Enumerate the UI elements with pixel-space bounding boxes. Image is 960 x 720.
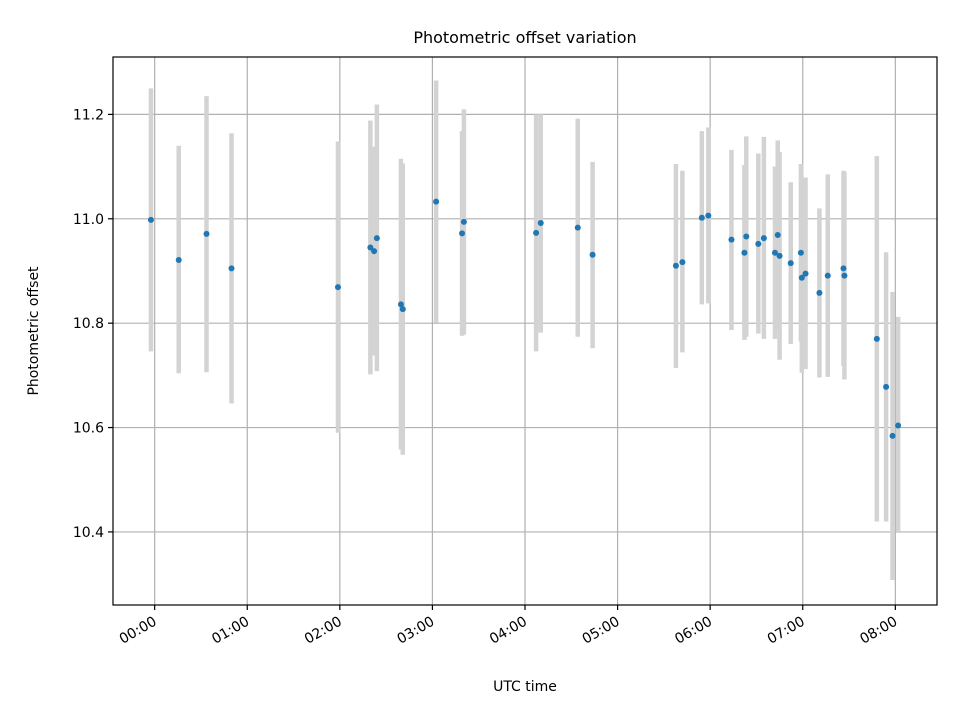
data-point	[802, 270, 809, 277]
data-point	[787, 260, 794, 267]
data-point	[798, 274, 805, 281]
data-point	[889, 432, 896, 439]
chart-title: Photometric offset variation	[413, 28, 636, 47]
data-point	[203, 230, 210, 237]
y-tick-label: 11.0	[73, 212, 104, 228]
data-point	[771, 249, 778, 256]
data-point	[873, 335, 880, 342]
y-tick-label: 10.8	[73, 316, 104, 332]
data-point	[537, 219, 544, 226]
data-point	[840, 265, 847, 272]
data-point	[755, 240, 762, 247]
data-point	[841, 272, 848, 279]
data-point	[672, 262, 679, 269]
data-point	[797, 249, 804, 256]
data-point	[175, 257, 182, 264]
y-tick-label: 11.2	[73, 107, 104, 123]
data-point	[824, 272, 831, 279]
data-point	[147, 216, 154, 223]
data-point	[895, 422, 902, 429]
y-axis-label: Photometric offset	[26, 266, 42, 396]
data-point	[371, 248, 378, 255]
data-point	[743, 233, 750, 240]
data-point	[334, 284, 341, 291]
data-point	[373, 235, 380, 242]
data-point	[883, 383, 890, 390]
data-point	[460, 218, 467, 225]
x-axis-label: UTC time	[493, 679, 557, 695]
data-point	[705, 212, 712, 219]
data-point	[760, 235, 767, 242]
data-point	[397, 301, 404, 308]
data-point	[816, 289, 823, 296]
data-point	[698, 214, 705, 221]
y-axis-ticks: 10.4 10.6 10.8 11.0 11.2	[73, 107, 113, 541]
data-point	[589, 251, 596, 258]
y-tick-label: 10.6	[73, 421, 104, 437]
data-point	[774, 231, 781, 238]
y-tick-label: 10.4	[73, 525, 104, 541]
data-point	[574, 224, 581, 231]
data-point	[459, 230, 466, 237]
data-point	[433, 198, 440, 205]
point-layer	[147, 198, 902, 439]
data-point	[776, 252, 783, 259]
data-point	[367, 244, 374, 251]
data-point	[741, 249, 748, 256]
data-point	[728, 236, 735, 243]
data-point	[228, 265, 235, 272]
data-point	[399, 306, 406, 313]
data-point	[679, 259, 686, 266]
data-point	[533, 229, 540, 236]
